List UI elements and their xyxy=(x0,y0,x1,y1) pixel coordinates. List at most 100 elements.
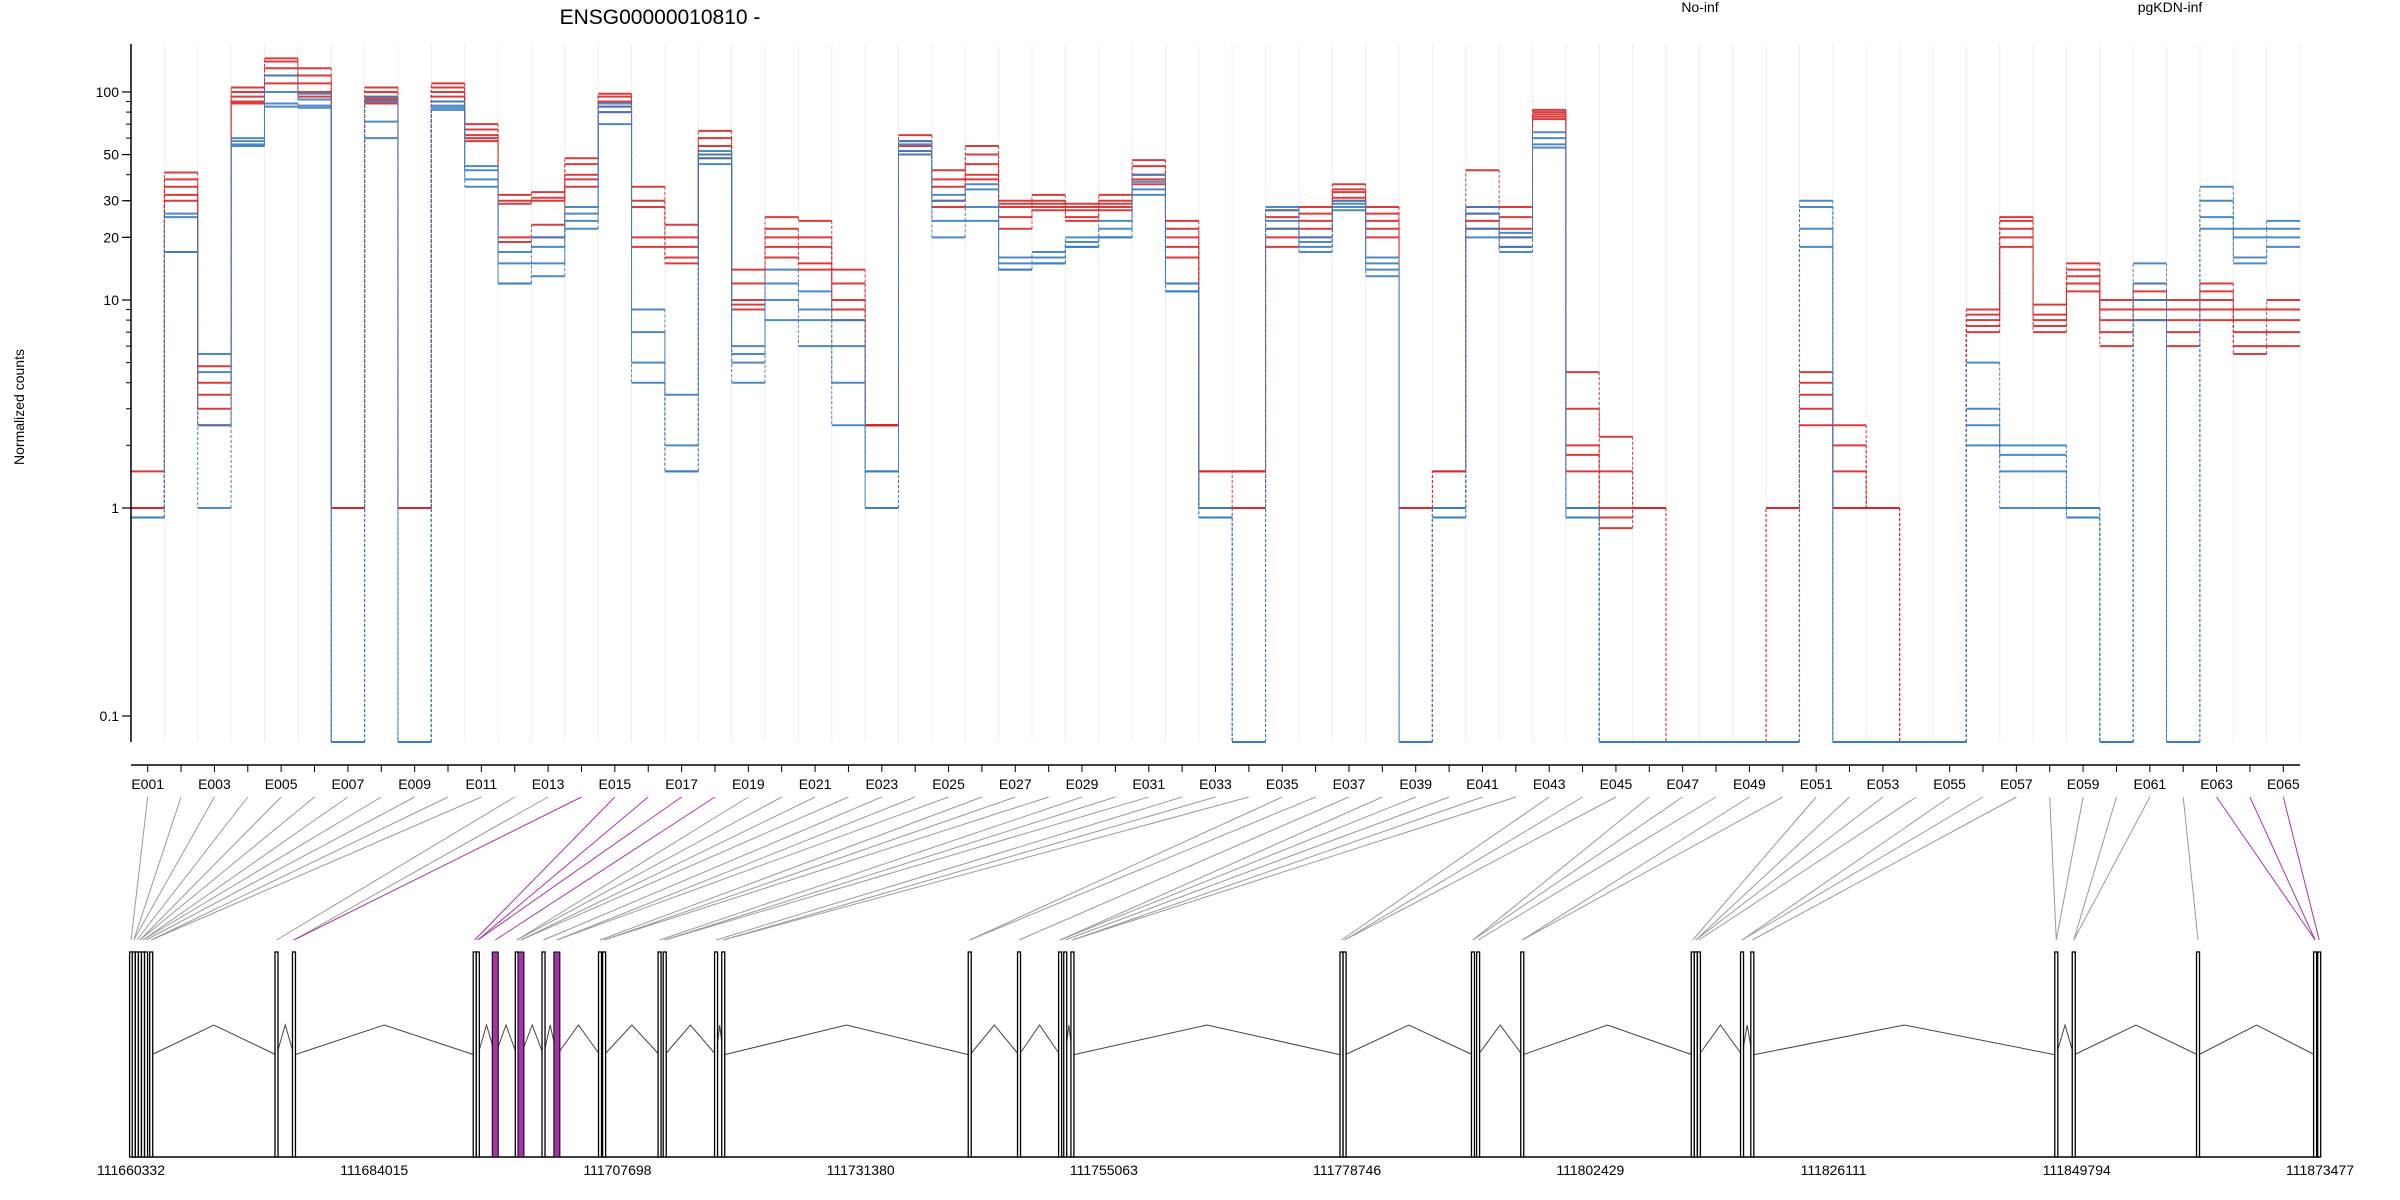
exon-block xyxy=(1057,951,1063,1158)
exon-connector xyxy=(2282,796,2320,941)
x-tick-label: E047 xyxy=(1666,776,1699,792)
exon-connector xyxy=(1072,796,1483,941)
exon-connector xyxy=(1472,796,1683,941)
x-tick-label: E007 xyxy=(332,776,365,792)
x-tick-label: E013 xyxy=(532,776,565,792)
series-7 xyxy=(131,102,2300,743)
legend-no-inf: No-inf xyxy=(1681,0,1718,15)
exon-connector xyxy=(139,796,315,941)
gene-model: 111660332 111684015 111707698 111731380 1117… xyxy=(97,951,2354,1178)
exon-connector xyxy=(2055,796,2084,941)
x-tick-label: E055 xyxy=(1933,776,1966,792)
exon-connector xyxy=(603,796,1049,941)
exon-connector xyxy=(659,796,1083,941)
y-axis-label: Normalized counts xyxy=(11,349,27,465)
series-0 xyxy=(131,57,2300,743)
series-layer xyxy=(131,57,2300,743)
exon-block xyxy=(1063,951,1068,1158)
exon-block xyxy=(601,951,607,1158)
chart-title: ENSG00000010810 - xyxy=(560,6,761,29)
exon-connector xyxy=(1477,796,1717,941)
exon-connector xyxy=(1018,796,1350,941)
exon-block xyxy=(1070,951,1075,1158)
exon-block xyxy=(1342,951,1347,1158)
x-tick-label: E045 xyxy=(1600,776,1633,792)
x-tick-label: E059 xyxy=(2067,776,2100,792)
exon-connector xyxy=(1521,796,1750,941)
intron-line xyxy=(1344,1024,1474,1056)
y-tick-label: 0.1 xyxy=(100,708,120,724)
y-tick-label: 20 xyxy=(103,229,119,245)
exon-block xyxy=(1470,951,1476,1158)
intron-line xyxy=(1018,1024,1061,1056)
x-tick-label: E063 xyxy=(2200,776,2233,792)
exon-connector xyxy=(1344,796,1617,941)
x-tick-label: E011 xyxy=(466,776,498,792)
x-tick-label: E003 xyxy=(198,776,231,792)
exon-connector xyxy=(1059,796,1383,941)
axes-layer: 0.1 1 10 20 30 50 100 E001 E003 E005 E007 E009 E011 E… xyxy=(96,44,2300,792)
exon-block xyxy=(967,951,972,1158)
exon-connector xyxy=(1341,796,1550,941)
x-tick-label: E021 xyxy=(799,776,832,792)
coordinate-label: 111826111 xyxy=(1801,1162,1867,1178)
exon-connector xyxy=(2049,796,2057,941)
intron-line xyxy=(723,1024,970,1056)
exon-block xyxy=(2312,951,2318,1158)
y-tick-label: 50 xyxy=(103,147,119,163)
x-tick-label: E051 xyxy=(1800,776,1833,792)
x-tick-label: E031 xyxy=(1132,776,1165,792)
exon-connector xyxy=(2182,796,2199,941)
exon-connector xyxy=(1695,796,1850,941)
exon-connector xyxy=(1522,796,1784,941)
exon-block xyxy=(2195,951,2201,1158)
intron-line xyxy=(293,1024,475,1056)
x-tick-label: E061 xyxy=(2133,776,2166,792)
exon-block xyxy=(1475,951,1481,1158)
intron-line xyxy=(520,1023,544,1056)
exon-connector xyxy=(599,796,983,941)
exon-connector xyxy=(145,796,415,941)
intron-line xyxy=(969,1024,1020,1056)
intron-line xyxy=(2197,1024,2316,1056)
exon-connector xyxy=(276,796,516,941)
exon-connector xyxy=(136,796,249,941)
x-tick-label: E023 xyxy=(865,776,898,792)
exon-block xyxy=(597,951,603,1158)
x-tick-label: E039 xyxy=(1399,776,1432,792)
series-2 xyxy=(131,67,2300,743)
intron-line xyxy=(2073,1024,2199,1056)
x-tick-label: E019 xyxy=(732,776,765,792)
exon-block xyxy=(1739,951,1745,1158)
exon-connector xyxy=(142,796,349,941)
coordinate-label: 111755063 xyxy=(1070,1162,1138,1178)
exon-connector xyxy=(151,796,482,941)
x-tick-label: E037 xyxy=(1333,776,1366,792)
series-1 xyxy=(131,60,2300,743)
x-tick-label: E041 xyxy=(1466,776,1499,792)
x-tick-label: E009 xyxy=(398,776,431,792)
coordinate-label: 111778746 xyxy=(1313,1162,1381,1178)
exon-connector xyxy=(723,796,1250,941)
x-tick-label: E025 xyxy=(932,776,965,792)
exon-connector xyxy=(969,796,1316,941)
coordinate-label: 111731380 xyxy=(827,1162,895,1178)
coordinate-label: 111660332 xyxy=(97,1162,165,1178)
exon-connector xyxy=(723,796,1216,941)
exon-connector xyxy=(1741,796,1984,941)
intron-line xyxy=(150,1024,277,1056)
exon-block xyxy=(713,951,719,1158)
series-4 xyxy=(131,82,2300,743)
exon-connector xyxy=(293,796,549,941)
exon-block xyxy=(291,951,297,1158)
intron-line xyxy=(2055,1023,2075,1056)
exon-connector xyxy=(2216,796,2316,941)
x-tick-label: E057 xyxy=(2000,776,2033,792)
exon-block-highlighted xyxy=(517,951,525,1158)
exon-connector xyxy=(516,796,782,941)
x-tick-label: E043 xyxy=(1533,776,1566,792)
exon-connector xyxy=(664,796,1116,941)
exon-connector xyxy=(969,796,1283,941)
exon-connector xyxy=(1065,796,1450,941)
exon-block xyxy=(143,951,149,1158)
